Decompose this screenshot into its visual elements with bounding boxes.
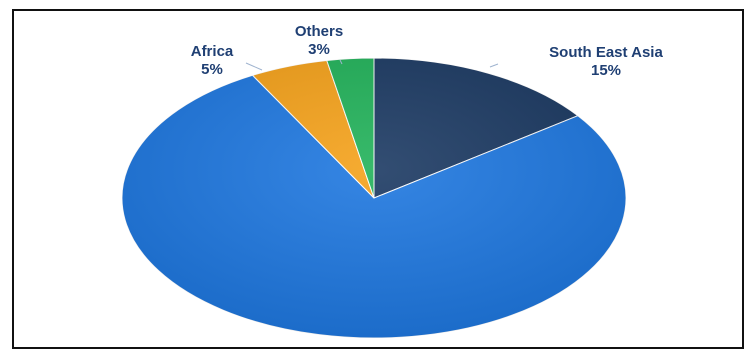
leader-line-south-east-asia — [489, 63, 499, 68]
slice-value-label-africa: 5% — [201, 61, 223, 78]
slice-value-label-others: 3% — [308, 41, 330, 58]
slice-name-label-africa: Africa — [191, 43, 234, 60]
slice-value-label-south-east-asia: 15% — [591, 62, 621, 79]
slice-name-label-others: Others — [295, 23, 343, 40]
slice-name-label-south-east-asia: South East Asia — [549, 44, 663, 61]
leader-line-others — [339, 59, 343, 65]
leader-line-africa — [245, 62, 263, 71]
